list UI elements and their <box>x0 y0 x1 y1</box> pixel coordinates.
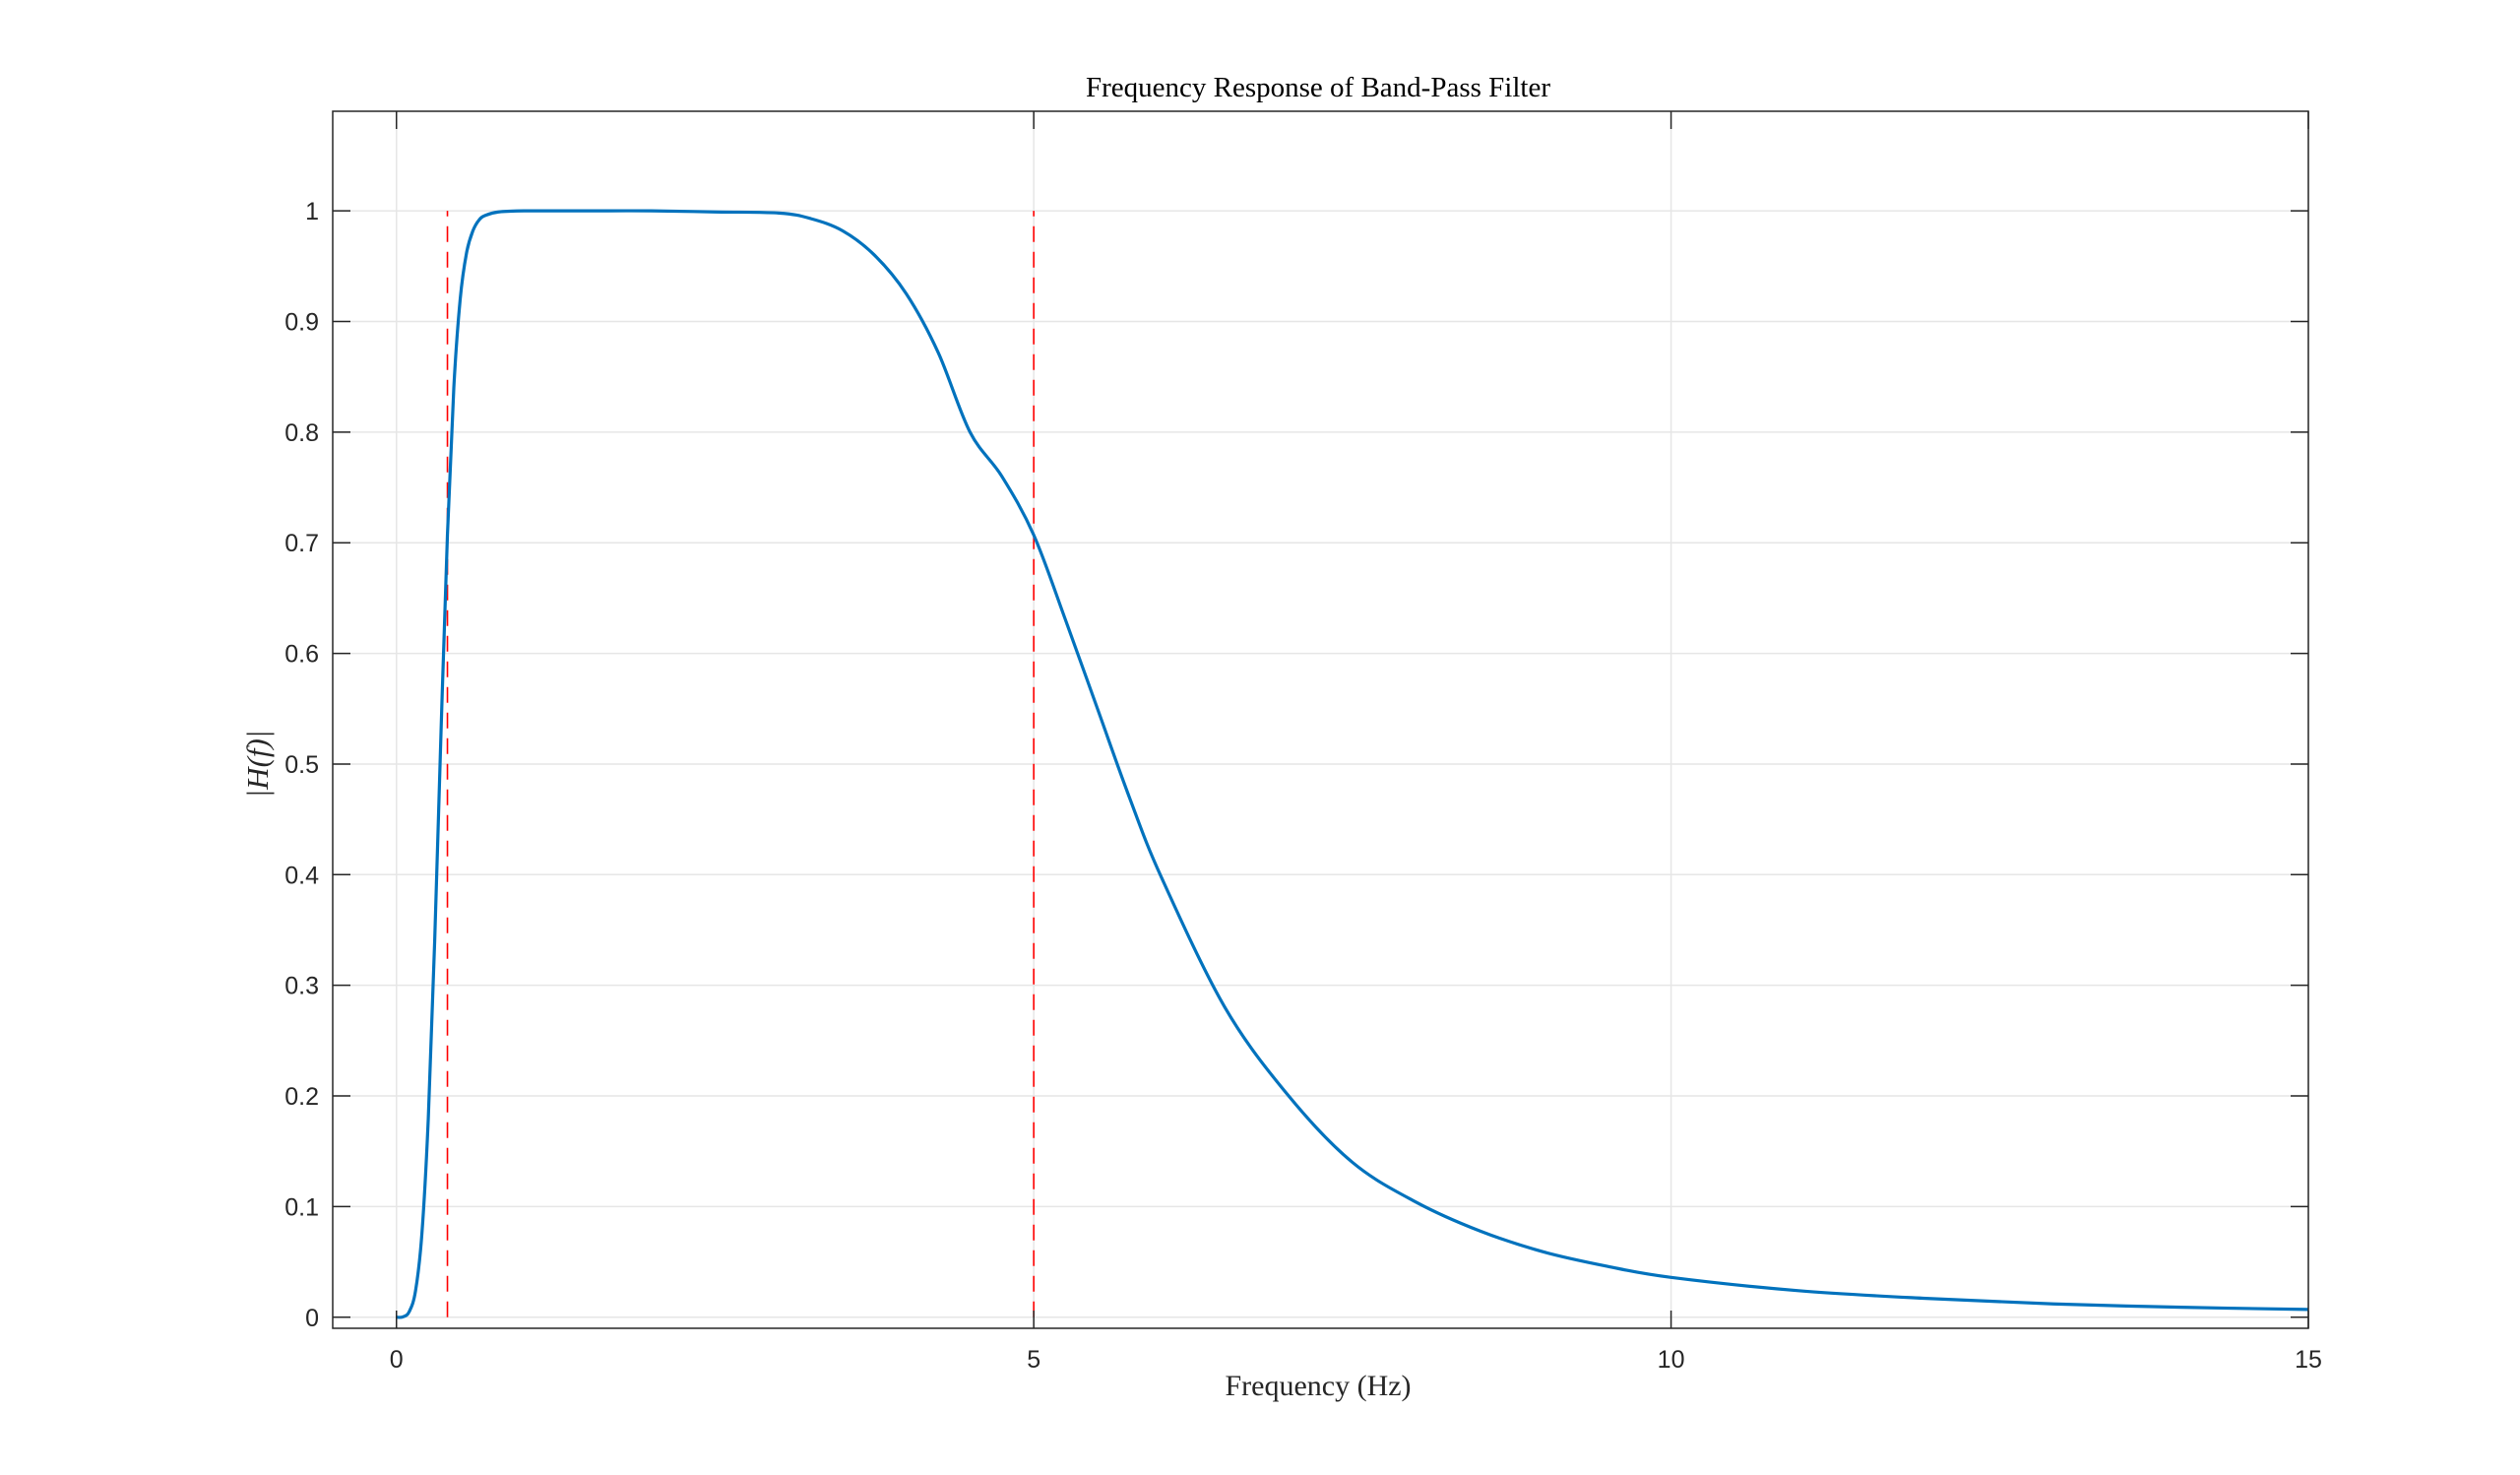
y-tick-label: 0 <box>305 1305 319 1332</box>
y-tick-label: 0.2 <box>284 1083 319 1111</box>
x-tick-label: 5 <box>1027 1346 1040 1374</box>
x-tick-label: 10 <box>1658 1346 1685 1374</box>
y-tick-label: 0.7 <box>284 530 319 557</box>
y-tick-labels: 0 0.1 0.2 0.3 0.4 0.5 0.6 0.7 0.8 0.9 1 <box>284 198 319 1332</box>
x-tick-labels: 0 5 10 15 <box>390 1346 2322 1374</box>
y-tick-label: 0.6 <box>284 641 319 669</box>
y-tick-label: 0.3 <box>284 973 319 1000</box>
series-line <box>396 209 2309 1319</box>
plot-border <box>332 110 2309 1329</box>
x-tick-label: 0 <box>390 1346 404 1374</box>
x-tick-label: 15 <box>2295 1346 2322 1374</box>
y-tick-label: 1 <box>305 198 319 225</box>
grid-y <box>333 210 2308 1318</box>
x-axis-label: Frequency (Hz) <box>1225 1370 1411 1402</box>
y-tick-label: 0.9 <box>284 308 319 336</box>
y-axis-label: |H(f)| <box>240 731 275 799</box>
y-tick-label: 0.5 <box>284 751 319 779</box>
y-tick-label: 0.1 <box>284 1193 319 1221</box>
y-tick-label: 0.4 <box>284 862 319 889</box>
ticks <box>333 111 2309 1328</box>
series-layer <box>396 209 2309 1319</box>
plot-area <box>333 111 2308 1328</box>
cutoff-lines <box>446 211 1035 1317</box>
chart-title: Frequency Response of Band-Pass Filter <box>1086 72 1550 103</box>
y-tick-label: 0.8 <box>284 419 319 447</box>
